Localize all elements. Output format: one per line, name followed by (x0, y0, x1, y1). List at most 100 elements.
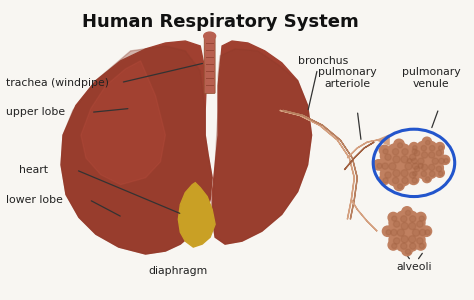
Polygon shape (61, 41, 212, 254)
Circle shape (396, 211, 409, 224)
Circle shape (412, 158, 417, 164)
Circle shape (410, 146, 421, 158)
Circle shape (418, 158, 424, 164)
Circle shape (410, 154, 416, 160)
Circle shape (412, 217, 425, 229)
Circle shape (380, 167, 393, 180)
Circle shape (401, 243, 407, 249)
Circle shape (412, 149, 417, 154)
Circle shape (407, 159, 412, 163)
Circle shape (412, 163, 419, 169)
Circle shape (432, 162, 443, 173)
Circle shape (392, 243, 397, 248)
Circle shape (398, 222, 416, 240)
Circle shape (393, 238, 400, 244)
Circle shape (388, 212, 399, 223)
Circle shape (416, 212, 426, 223)
Text: upper lobe: upper lobe (6, 107, 65, 117)
Circle shape (388, 144, 401, 157)
Polygon shape (212, 41, 311, 244)
Circle shape (404, 155, 413, 164)
Circle shape (413, 154, 426, 166)
Circle shape (390, 156, 408, 174)
Circle shape (435, 168, 444, 177)
Circle shape (432, 158, 438, 164)
Circle shape (386, 225, 399, 238)
Circle shape (432, 146, 443, 158)
Circle shape (414, 160, 425, 170)
Circle shape (398, 143, 403, 148)
Circle shape (405, 210, 410, 215)
Circle shape (401, 216, 407, 222)
Circle shape (388, 165, 402, 179)
Circle shape (388, 173, 401, 186)
Circle shape (438, 146, 443, 150)
Circle shape (408, 154, 419, 166)
Circle shape (380, 150, 393, 162)
Text: bronchus: bronchus (298, 56, 348, 66)
Circle shape (419, 229, 426, 236)
Circle shape (400, 158, 414, 172)
Circle shape (404, 218, 418, 232)
Text: Human Respiratory System: Human Respiratory System (82, 13, 358, 31)
Circle shape (409, 174, 419, 184)
Circle shape (428, 152, 435, 158)
Circle shape (397, 173, 410, 186)
Circle shape (377, 158, 390, 171)
Circle shape (419, 216, 424, 221)
Circle shape (412, 146, 417, 150)
Circle shape (401, 170, 408, 177)
Circle shape (417, 142, 428, 153)
Circle shape (421, 171, 427, 177)
Circle shape (392, 216, 397, 221)
Circle shape (421, 152, 428, 158)
Polygon shape (205, 74, 214, 79)
Circle shape (405, 249, 410, 254)
Circle shape (405, 150, 418, 162)
Circle shape (383, 178, 388, 183)
Circle shape (426, 140, 430, 145)
Circle shape (389, 217, 402, 229)
Circle shape (393, 156, 400, 163)
Polygon shape (205, 53, 214, 58)
Circle shape (401, 223, 408, 230)
Circle shape (409, 223, 416, 230)
Circle shape (404, 231, 418, 245)
Circle shape (389, 233, 402, 246)
Circle shape (426, 167, 437, 178)
Circle shape (421, 164, 428, 170)
Text: alveoli: alveoli (396, 262, 432, 272)
Circle shape (374, 160, 383, 170)
Circle shape (412, 178, 417, 183)
Polygon shape (212, 49, 311, 244)
Circle shape (419, 243, 424, 248)
Polygon shape (205, 88, 214, 92)
Circle shape (410, 243, 416, 249)
Polygon shape (205, 46, 214, 51)
Circle shape (422, 137, 431, 146)
Circle shape (379, 145, 390, 155)
Text: pulmonary
venule: pulmonary venule (401, 67, 460, 88)
Circle shape (429, 171, 435, 177)
Circle shape (397, 229, 404, 236)
Circle shape (385, 154, 391, 160)
Ellipse shape (204, 32, 216, 40)
Circle shape (424, 148, 437, 160)
Circle shape (418, 163, 423, 169)
Circle shape (435, 154, 446, 166)
Circle shape (422, 174, 431, 183)
Circle shape (391, 229, 397, 236)
Circle shape (410, 162, 421, 173)
Circle shape (397, 144, 410, 157)
Circle shape (410, 172, 416, 178)
Polygon shape (205, 39, 214, 44)
Circle shape (405, 211, 418, 224)
Circle shape (429, 146, 435, 151)
Polygon shape (283, 110, 357, 219)
Circle shape (409, 145, 419, 155)
Circle shape (396, 165, 410, 179)
Circle shape (401, 156, 408, 163)
Circle shape (384, 158, 398, 172)
Circle shape (408, 158, 420, 171)
Circle shape (438, 171, 443, 176)
